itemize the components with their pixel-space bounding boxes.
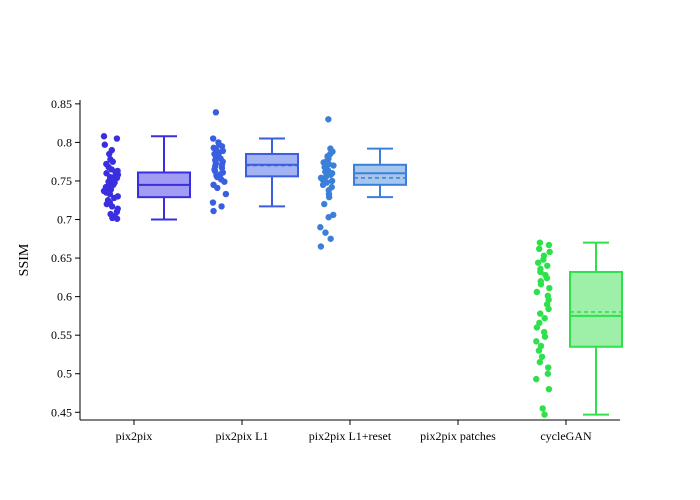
box-group-pix2pix-l1-reset [317, 116, 407, 250]
data-point [545, 241, 553, 249]
data-point [106, 190, 114, 198]
data-point [221, 178, 228, 185]
data-point [218, 203, 225, 210]
data-point [317, 224, 324, 231]
box-group-cyclegan [533, 239, 623, 418]
y-tick-label: 0.5 [57, 367, 72, 381]
y-axis-ticks: 0.45 0.5 0.55 0.6 0.65 0.7 0.75 0.8 0.85 [51, 97, 80, 419]
y-tick-label: 0.85 [51, 97, 72, 111]
y-tick-label: 0.6 [57, 290, 72, 304]
data-point [533, 375, 540, 383]
y-tick-label: 0.65 [51, 251, 72, 265]
y-tick-label: 0.7 [57, 213, 72, 227]
data-point [209, 199, 217, 206]
x-tick-label: pix2pix patches [420, 429, 496, 443]
iqr-box [569, 270, 623, 348]
data-point [212, 109, 220, 116]
x-tick-label: pix2pix [116, 429, 153, 443]
data-point [100, 133, 108, 140]
data-point [546, 284, 553, 292]
data-point [319, 181, 327, 189]
data-point [325, 193, 333, 201]
data-point [103, 200, 111, 208]
data-point [109, 214, 116, 222]
data-point [534, 259, 542, 266]
data-point [533, 288, 541, 296]
data-point [537, 310, 544, 317]
x-axis-ticks: pix2pix pix2pix L1 pix2pix L1+reset pix2pix… [116, 420, 592, 443]
data-point [541, 411, 548, 418]
y-tick-label: 0.8 [57, 135, 72, 149]
data-point [537, 281, 545, 288]
x-tick-label: pix2pix L1+reset [309, 429, 392, 443]
data-point [328, 177, 336, 185]
data-point [541, 315, 548, 322]
data-point [101, 141, 109, 148]
x-tick-label: pix2pix L1 [216, 429, 269, 443]
data-point [543, 274, 551, 282]
y-tick-label: 0.55 [51, 328, 72, 342]
data-point [210, 207, 217, 215]
x-tick-label: cycleGAN [540, 429, 592, 443]
data-point [330, 162, 337, 169]
data-point [536, 358, 544, 366]
data-point [544, 262, 551, 269]
data-point [222, 190, 230, 198]
data-point [545, 305, 552, 313]
data-point [108, 203, 116, 210]
data-point [545, 385, 553, 393]
data-point [544, 370, 552, 377]
data-point [541, 333, 549, 340]
data-point [540, 256, 547, 263]
data-point [209, 135, 217, 142]
data-point [325, 116, 332, 123]
data-point [321, 200, 328, 208]
y-axis-label: SSIM [17, 243, 32, 276]
data-point [535, 347, 543, 354]
data-point [546, 248, 553, 256]
iqr-box [353, 163, 407, 186]
data-point [538, 353, 546, 360]
data-point [545, 364, 552, 371]
data-point [327, 235, 334, 242]
data-point [539, 405, 546, 412]
data-point [113, 215, 121, 222]
y-tick-label: 0.45 [51, 405, 72, 419]
data-point [325, 214, 332, 221]
data-point [317, 243, 325, 250]
data-point [106, 150, 113, 158]
data-point [322, 229, 329, 236]
box-group-pix2pix-l1 [209, 109, 299, 215]
data-point [533, 324, 541, 331]
data-point [214, 184, 221, 192]
data-point [533, 338, 540, 345]
data-point [537, 268, 544, 276]
data-point [536, 245, 543, 253]
data-point [110, 194, 118, 202]
data-point [109, 158, 116, 165]
y-tick-label: 0.75 [51, 174, 72, 188]
plot-area [100, 109, 623, 418]
box-group-pix2pix [100, 133, 191, 222]
data-point [113, 135, 121, 142]
data-point [536, 239, 544, 246]
